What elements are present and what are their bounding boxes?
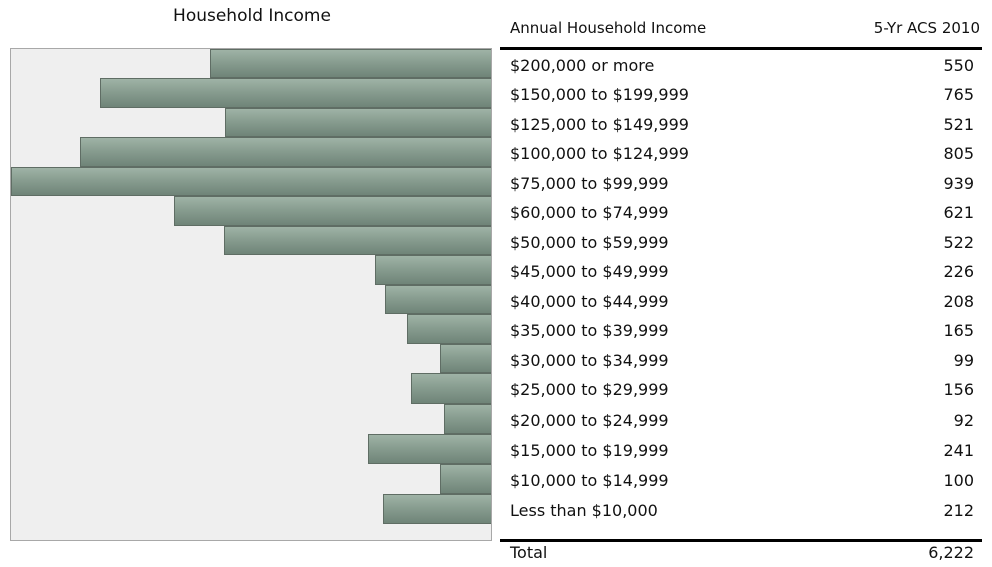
total-rule <box>500 539 982 542</box>
total-row: Total 6,222 <box>500 542 982 567</box>
column-header-acs: 5-Yr ACS 2010 <box>873 19 980 37</box>
bar-6 <box>224 226 491 255</box>
row-value: 226 <box>943 262 974 281</box>
table-row: Less than $10,000 212 <box>500 497 982 526</box>
table-row: $100,000 to $124,999 805 <box>500 140 982 169</box>
bar-13 <box>367 434 491 464</box>
bar-10 <box>440 344 491 373</box>
bar-11 <box>411 373 491 404</box>
row-value: 621 <box>943 203 974 222</box>
chart-title: Household Income <box>173 6 331 26</box>
row-label: $25,000 to $29,999 <box>510 380 669 399</box>
row-value: 805 <box>943 144 974 163</box>
table-header: Annual Household Income 5-Yr ACS 2010 <box>500 17 982 45</box>
table-row: $25,000 to $29,999 156 <box>500 376 982 405</box>
row-value: 156 <box>943 380 974 399</box>
row-value: 241 <box>943 441 974 460</box>
row-value: 100 <box>943 471 974 490</box>
row-label: $75,000 to $99,999 <box>510 174 669 193</box>
row-value: 208 <box>943 292 974 311</box>
bar-8 <box>384 285 491 314</box>
table-row: $15,000 to $19,999 241 <box>500 437 982 466</box>
table-row: $30,000 to $34,999 99 <box>500 347 982 376</box>
bar-2 <box>224 108 491 137</box>
bar-3 <box>79 137 491 167</box>
row-label: $50,000 to $59,999 <box>510 233 669 252</box>
row-value: 99 <box>953 351 974 370</box>
row-value: 522 <box>943 233 974 252</box>
bar-9 <box>406 314 491 344</box>
table-row: $150,000 to $199,999 765 <box>500 81 982 110</box>
bar-12 <box>443 404 491 434</box>
bar-7 <box>375 255 491 285</box>
row-value: 550 <box>943 56 974 75</box>
table-row: $20,000 to $24,999 92 <box>500 407 982 436</box>
row-label: $35,000 to $39,999 <box>510 321 669 340</box>
bar-1 <box>99 78 491 108</box>
header-rule <box>500 47 982 50</box>
row-label: $150,000 to $199,999 <box>510 85 689 104</box>
bar-14 <box>439 464 491 494</box>
row-label: $20,000 to $24,999 <box>510 411 669 430</box>
bar-4 <box>11 167 491 196</box>
row-value: 92 <box>953 411 974 430</box>
table-row: $60,000 to $74,999 621 <box>500 199 982 228</box>
total-value: 6,222 <box>928 543 974 562</box>
row-label: $45,000 to $49,999 <box>510 262 669 281</box>
table-row: $40,000 to $44,999 208 <box>500 288 982 317</box>
table-row: $125,000 to $149,999 521 <box>500 111 982 140</box>
table-row: $45,000 to $49,999 226 <box>500 258 982 287</box>
table-row: $50,000 to $59,999 522 <box>500 229 982 258</box>
bar-15 <box>382 494 491 524</box>
table-row: $75,000 to $99,999 939 <box>500 170 982 199</box>
row-label: $60,000 to $74,999 <box>510 203 669 222</box>
bar-5 <box>173 196 491 226</box>
row-label: Less than $10,000 <box>510 501 658 520</box>
bar-chart-area <box>10 48 492 541</box>
row-value: 165 <box>943 321 974 340</box>
row-label: $125,000 to $149,999 <box>510 115 689 134</box>
table-row: $35,000 to $39,999 165 <box>500 317 982 346</box>
column-header-income: Annual Household Income <box>510 19 707 37</box>
table-row: $200,000 or more 550 <box>500 52 982 81</box>
row-label: $15,000 to $19,999 <box>510 441 669 460</box>
row-value: 939 <box>943 174 974 193</box>
row-label: $30,000 to $34,999 <box>510 351 669 370</box>
row-value: 765 <box>943 85 974 104</box>
row-label: $10,000 to $14,999 <box>510 471 669 490</box>
table-row: $10,000 to $14,999 100 <box>500 467 982 496</box>
row-label: $100,000 to $124,999 <box>510 144 689 163</box>
row-value: 212 <box>943 501 974 520</box>
row-label: $200,000 or more <box>510 56 655 75</box>
bar-0 <box>209 49 491 78</box>
total-label: Total <box>510 543 548 562</box>
row-value: 521 <box>943 115 974 134</box>
row-label: $40,000 to $44,999 <box>510 292 669 311</box>
